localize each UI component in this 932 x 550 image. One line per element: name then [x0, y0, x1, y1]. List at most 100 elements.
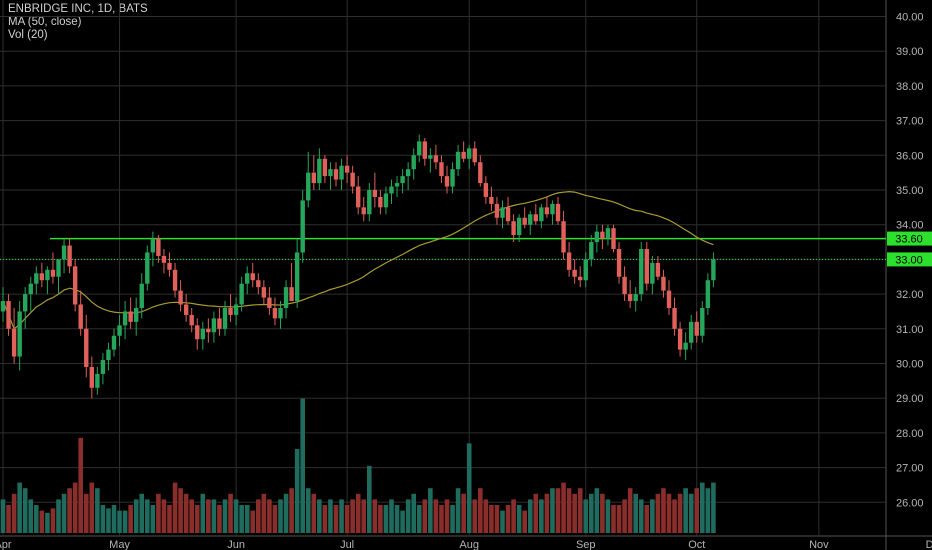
volume-bar	[211, 499, 217, 533]
volume-bar	[355, 493, 361, 533]
volume-bar	[605, 499, 611, 533]
last-price-tag	[887, 252, 932, 267]
candle-body	[677, 328, 683, 350]
candle-body	[361, 207, 366, 215]
candle-body	[372, 190, 378, 197]
candle-body	[139, 283, 144, 308]
candle-body	[694, 321, 699, 336]
volume-bar	[677, 493, 683, 533]
candle-body	[528, 214, 533, 225]
volume-bar	[711, 482, 716, 533]
candles	[0, 134, 716, 399]
volume-bar	[577, 488, 583, 533]
price-tick-label: 29.00	[896, 393, 924, 405]
candle-body	[23, 294, 28, 312]
candle-body	[11, 328, 17, 357]
candle-body	[689, 321, 694, 343]
candle-body	[317, 158, 322, 184]
volume-bar	[11, 493, 17, 533]
candle-body	[95, 373, 100, 388]
volume-bar	[139, 493, 145, 533]
volume-bar	[389, 499, 394, 533]
volume-bar	[527, 499, 533, 533]
volume-bar	[344, 505, 350, 533]
volume-bar	[544, 493, 550, 533]
volume-bar	[200, 493, 206, 533]
candle-body	[195, 325, 200, 340]
volume-bar	[233, 499, 239, 533]
candle-body	[34, 273, 39, 284]
volume-bar	[705, 488, 711, 533]
candle-body	[278, 307, 283, 319]
volume-bar	[627, 488, 633, 533]
volume-bar	[161, 499, 167, 533]
candle-body	[6, 301, 11, 329]
candle-body	[666, 290, 672, 308]
candle-body	[455, 151, 461, 170]
candle-body	[378, 196, 383, 208]
candle-body	[294, 252, 300, 302]
time-tick-label: Oct	[688, 539, 705, 550]
time-tick-label: Apr	[0, 539, 12, 550]
candle-body	[383, 193, 389, 208]
price-tick-label: 40.00	[896, 12, 924, 24]
candle-body	[661, 276, 666, 291]
candle-body	[417, 141, 422, 156]
resistance-price-tag	[887, 231, 932, 246]
candle-body	[700, 307, 705, 336]
volume-bar	[317, 499, 322, 533]
candle-body	[522, 217, 527, 225]
volume-bar	[516, 505, 522, 533]
candle-body	[505, 207, 511, 222]
candle-body	[167, 262, 172, 270]
volume-bar	[350, 499, 355, 533]
candle-body	[206, 328, 211, 333]
candle-body	[494, 203, 500, 218]
volume-bar	[583, 499, 589, 533]
volume-bar	[461, 493, 466, 533]
time-axis[interactable]: AprMayJunJulAugSepOctNovDec20	[0, 539, 932, 550]
moving-average	[2, 190, 714, 330]
volume-bar	[95, 488, 100, 533]
price-tick-label: 30.00	[896, 359, 924, 371]
candle-body	[594, 231, 600, 243]
volume-bar	[89, 482, 95, 533]
volume-bar	[483, 499, 489, 533]
resistance-price-label: 33.60	[895, 234, 923, 246]
candle-body	[350, 172, 355, 187]
candle-body	[555, 203, 561, 222]
candle-body	[633, 294, 638, 302]
candle-body	[644, 248, 649, 284]
volume-bar	[494, 505, 500, 533]
candle-body	[578, 276, 583, 281]
volume-bar	[600, 493, 605, 533]
candle-body	[78, 304, 83, 329]
price-tick-label: 38.00	[896, 81, 924, 93]
volume-bar	[505, 505, 511, 533]
volume-bar	[683, 488, 688, 533]
volume-bar	[566, 488, 572, 533]
volume-bar	[145, 499, 150, 533]
time-tick-label: Aug	[459, 539, 479, 550]
volume-bar	[278, 499, 283, 533]
volume-bar	[222, 499, 228, 533]
candle-body	[683, 342, 688, 350]
time-tick-label: May	[109, 539, 130, 550]
volume-bar	[28, 499, 34, 533]
volume-bar	[455, 488, 461, 533]
volume-bar	[122, 510, 128, 533]
candle-body	[150, 238, 156, 253]
price-axis[interactable]: 26.00 27.00 28.00 29.00 30.00 31.00 32.00 33.00…	[887, 12, 932, 510]
candle-body	[705, 280, 711, 308]
candle-body	[72, 266, 78, 305]
candle-body	[28, 283, 33, 295]
volume-bar	[17, 482, 22, 533]
volume-bar	[650, 499, 655, 533]
candle-body	[228, 307, 233, 315]
candle-body	[250, 273, 255, 281]
candle-body	[178, 290, 183, 305]
time-tick-label: Sep	[576, 539, 596, 550]
candle-body	[322, 158, 328, 177]
